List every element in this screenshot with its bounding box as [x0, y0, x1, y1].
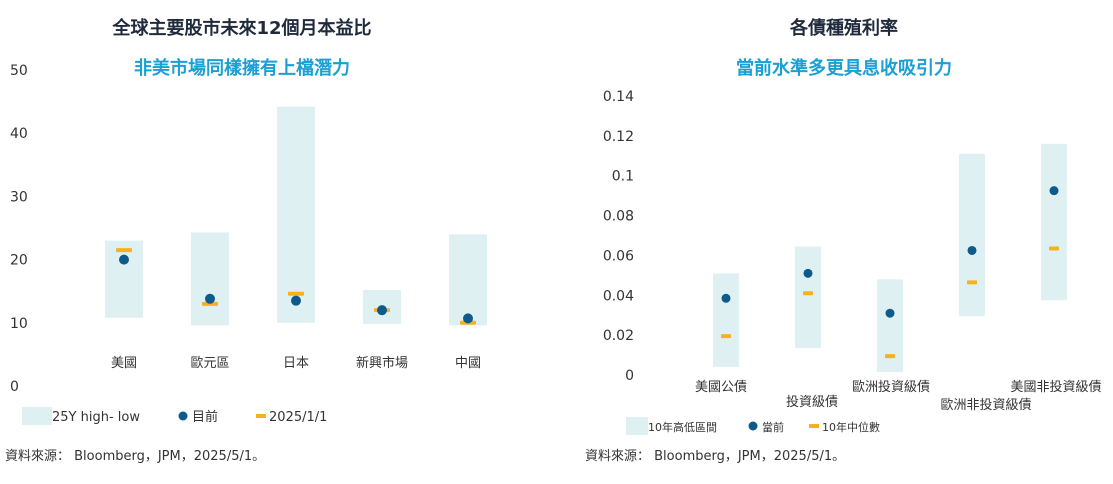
- chart-subtitle: 當前水準多更具息收吸引力: [736, 57, 952, 79]
- legend-dot-label: 當前: [762, 420, 784, 434]
- source-note: 資料來源： Bloomberg，JPM，2025/5/1。: [5, 449, 265, 464]
- category-label: 美國非投資級債: [1010, 379, 1101, 395]
- y-tick-label: 0.06: [603, 248, 634, 264]
- category-label: 美國公債: [695, 380, 747, 395]
- legend-dot-label: 目前: [192, 409, 218, 425]
- marker-4: [1049, 246, 1059, 251]
- y-tick-label: 10: [10, 316, 28, 332]
- range-bar-2: [877, 279, 903, 373]
- marker-0: [721, 334, 731, 339]
- current-dot-2: [885, 308, 895, 318]
- marker-0: [116, 248, 132, 253]
- y-tick-label: 0.1: [612, 169, 634, 185]
- legend-range-label: 10年高低區間: [648, 420, 717, 434]
- marker-2: [288, 291, 304, 296]
- legend-marker-label: 10年中位數: [822, 420, 880, 434]
- category-label: 歐洲投資級債: [852, 379, 930, 395]
- current-dot-1: [205, 293, 215, 304]
- range-bar-4: [1041, 143, 1067, 301]
- legend-range-swatch: [626, 417, 648, 435]
- y-tick-label: 0.14: [603, 89, 634, 105]
- range-bar-3: [959, 153, 985, 317]
- y-tick-label: 0.02: [603, 328, 634, 344]
- y-tick-label: 0.12: [603, 129, 634, 145]
- bond-yield-chart-panel: 各債種殖利率當前水準多更具息收吸引力 0.14 0.12 0.1 0.08 0.06 0.0…: [556, 0, 1113, 480]
- legend-range-swatch: [22, 407, 52, 425]
- current-dot-1: [803, 268, 813, 278]
- range-bar-4: [449, 234, 487, 326]
- category-label: 歐洲非投資級債: [940, 397, 1031, 413]
- pe-ratio-chart-panel: 全球主要股市未來12個月本益比 非美市場同樣擁有上檔潛力 50 40 30 20 10 0 美國…: [0, 0, 556, 480]
- range-bar-0: [105, 240, 143, 318]
- legend-marker-label: 2025/1/1: [269, 410, 327, 425]
- y-tick-label: 30: [10, 189, 28, 205]
- current-dot-3: [377, 305, 387, 316]
- category-label: 美國: [111, 356, 137, 371]
- current-dot-0: [119, 254, 129, 265]
- legend-marker-swatch: [809, 424, 819, 428]
- y-tick-label: 0.04: [603, 288, 634, 304]
- category-label: 歐元區: [190, 356, 229, 371]
- y-tick-label: 0.08: [603, 209, 634, 225]
- marker-3: [967, 280, 977, 285]
- category-label: 新興市場: [356, 355, 408, 371]
- legend-marker-swatch: [256, 414, 266, 418]
- marker-1: [803, 291, 813, 296]
- range-bar-2: [277, 106, 315, 323]
- range-bar-0: [713, 273, 739, 368]
- category-label: 投資級債: [786, 394, 838, 410]
- current-dot-2: [291, 295, 301, 306]
- y-tick-label: 0: [10, 379, 19, 395]
- chart-title: 各債種殖利率: [789, 17, 898, 39]
- marker-2: [885, 354, 895, 359]
- current-dot-3: [967, 245, 977, 255]
- category-label: 日本: [283, 356, 309, 371]
- current-dot-4: [1049, 186, 1059, 196]
- y-tick-label: 50: [10, 63, 28, 79]
- marker-1: [202, 301, 218, 306]
- range-bar-1: [795, 246, 821, 349]
- legend-dot-swatch: [178, 411, 188, 421]
- category-label: 中國: [455, 356, 481, 371]
- source-note: 資料來源： Bloomberg，JPM，2025/5/1。: [585, 449, 845, 464]
- current-dot-0: [721, 293, 731, 303]
- range-bar-1: [191, 232, 229, 326]
- legend-range-label: 25Y high- low: [52, 410, 140, 425]
- current-dot-4: [463, 313, 473, 324]
- y-tick-label: 20: [10, 253, 28, 269]
- y-tick-label: 0: [625, 368, 634, 384]
- legend-dot-swatch: [748, 421, 758, 431]
- y-tick-label: 40: [10, 126, 28, 142]
- chart-subtitle: 非美市場同樣擁有上檔潛力: [134, 57, 350, 79]
- chart-title: 全球主要股市未來12個月本益比: [111, 17, 371, 39]
